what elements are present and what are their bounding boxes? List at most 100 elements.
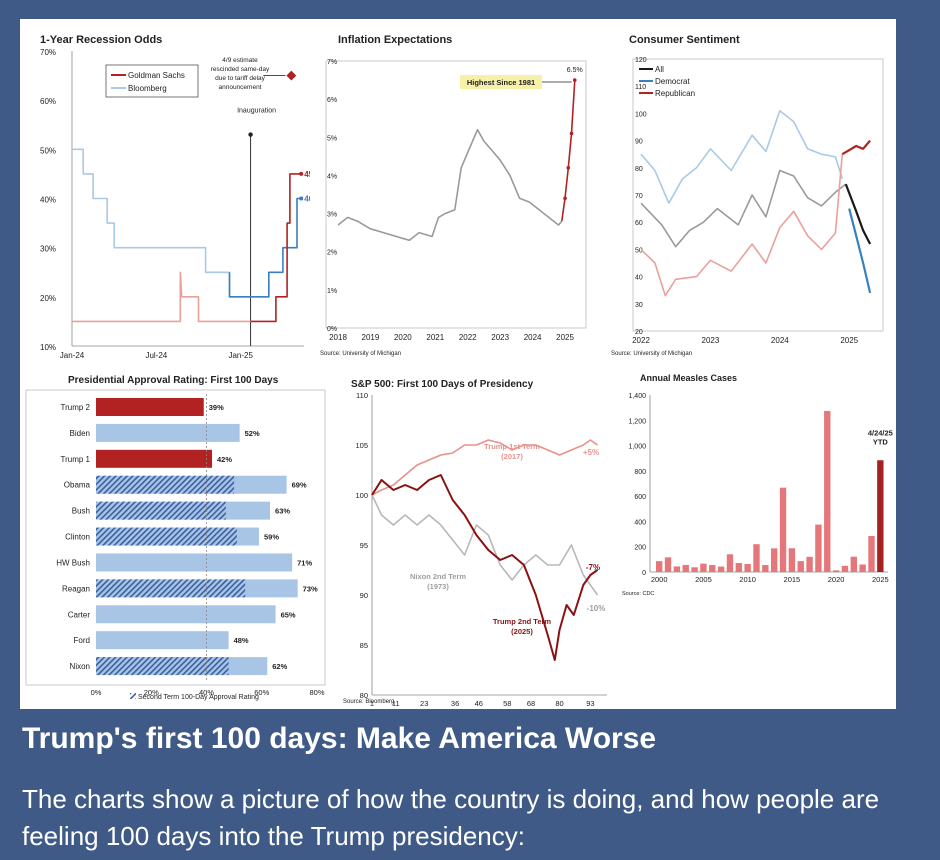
y-tick-label: 4% — [327, 173, 337, 180]
y-tick-label: 3% — [327, 212, 337, 219]
democrat-line-recent — [848, 208, 872, 294]
y-tick-label: 1,200 — [628, 418, 646, 425]
y-tick-label: 85 — [360, 641, 368, 650]
source-note: Source: University of Michigan — [320, 351, 401, 357]
chart-title: 1-Year Recession Odds — [40, 34, 162, 46]
x-tick-label: 1 — [370, 699, 374, 707]
panel-approval-rating: Presidential Approval Rating: First 100 … — [22, 365, 335, 707]
estimate-marker — [286, 70, 297, 81]
headline: Trump's first 100 days: Make America Wor… — [22, 722, 657, 755]
inflation-point — [563, 196, 567, 201]
bloomberg-end-dot — [299, 196, 304, 201]
x-tick-label: 93 — [586, 699, 594, 707]
chart-title: Annual Measles Cases — [640, 373, 737, 383]
inflation-end-label: 6.5% — [567, 67, 583, 74]
measles-bar — [709, 565, 716, 572]
approval-bar — [96, 423, 240, 442]
approval-rating-chart: Presidential Approval Rating: First 100 … — [25, 375, 326, 701]
bar-category-label: Reagan — [62, 584, 90, 593]
x-tick-label: 2015 — [784, 575, 801, 584]
x-tick-label: 2025 — [872, 575, 889, 584]
bar-category-label: Ford — [74, 636, 90, 645]
goldman-line-history — [72, 271, 251, 323]
measles-bar — [673, 566, 681, 572]
bar-value-label: 52% — [245, 429, 260, 438]
y-tick-label: 30% — [40, 245, 56, 254]
republican-line-history — [640, 154, 844, 297]
x-tick-label: 2024 — [524, 333, 542, 342]
panel-consumer-sentiment: Consumer Sentiment 120 110 100 90 80 70 60 50 40 3… — [603, 21, 894, 362]
measles-bar — [682, 564, 689, 572]
y-tick-label: 1% — [327, 288, 337, 295]
bar-value-label: 65% — [281, 610, 296, 619]
all-line-recent — [844, 183, 872, 245]
nixon-label: Nixon 2nd Term — [410, 572, 466, 581]
x-tick-label: Jul-24 — [145, 351, 167, 360]
estimate-annotation-line: rescinded same-day — [211, 66, 270, 73]
recession-odds-chart: 1-Year Recession Odds 70% 60% 50% 40% 30% 20% 1… — [40, 34, 310, 360]
legend-label: Second Term 100-Day Approval Rating — [138, 694, 259, 701]
bar-value-label: 48% — [234, 636, 249, 645]
legend-label: Bloomberg — [128, 84, 167, 93]
bar-category-label: Nixon — [70, 662, 90, 671]
y-tick-label: 1,000 — [628, 444, 646, 451]
source-note: Source: CDC — [622, 591, 654, 597]
measles-bar — [762, 565, 769, 572]
measles-bar — [771, 548, 778, 572]
source-note: Source: University of Michigan — [611, 351, 692, 357]
source-note: Source: Bloomberg — [343, 699, 394, 705]
second-term-bar — [96, 475, 235, 494]
measles-chart: Annual Measles Cases 1,400 1,200 1,000 800 60… — [622, 373, 893, 597]
approval-bar — [96, 449, 213, 468]
y-tick-label: 20 — [635, 329, 643, 336]
x-tick-label: 40% — [199, 688, 214, 697]
x-tick-label: Jan-25 — [228, 351, 253, 360]
bar-value-label: 62% — [272, 662, 287, 671]
measles-bar — [744, 564, 751, 572]
measles-bar — [656, 561, 663, 572]
highest-label-bg — [460, 75, 542, 89]
inauguration-label: Inauguration — [237, 107, 276, 114]
annotation-ytd: YTD — [873, 438, 889, 447]
panel-inflation-expectations: Inflation Expectations 7% 6% 5% 4% 3% 2% 1% 0% 20… — [312, 21, 601, 362]
measles-bar — [691, 567, 698, 572]
legend-swatch-second-term — [130, 693, 136, 699]
bar-category-label: Clinton — [65, 533, 90, 542]
highest-label: Highest Since 1981 — [467, 78, 535, 87]
measles-bar — [877, 460, 884, 572]
measles-bar — [841, 565, 849, 572]
measles-bar — [797, 561, 804, 572]
plot-frame — [25, 389, 326, 686]
y-tick-label: 70 — [635, 193, 643, 200]
bar-value-label: 73% — [303, 584, 318, 593]
inauguration-dot — [248, 132, 253, 137]
chart-grid: 1-Year Recession Odds 70% 60% 50% 40% 30% 20% 1… — [20, 19, 896, 709]
x-tick-label: 2020 — [828, 575, 845, 584]
bar-value-label: 39% — [209, 403, 224, 412]
y-tick-label: 400 — [634, 519, 646, 526]
bar-value-label: 59% — [264, 533, 279, 542]
y-tick-label: 800 — [634, 469, 646, 476]
y-tick-label: 95 — [360, 541, 368, 550]
bar-category-label: Biden — [70, 429, 90, 438]
bar-category-label: Trump 1 — [61, 455, 91, 464]
x-tick-label: 2024 — [771, 336, 789, 345]
panel-recession-odds: 1-Year Recession Odds 70% 60% 50% 40% 30% 20% 1… — [22, 21, 310, 362]
trump2-label: Trump 2nd Term — [493, 617, 552, 626]
republican-line-recent — [841, 139, 871, 156]
measles-bar — [832, 570, 840, 572]
x-tick-label: 2000 — [651, 575, 668, 584]
legend-label: All — [655, 65, 664, 74]
y-tick-label: 200 — [634, 545, 646, 552]
approval-bar — [96, 605, 276, 624]
all-line-history — [640, 169, 847, 248]
bloomberg-end-label: 40% — [304, 195, 310, 204]
bar-value-label: 63% — [275, 507, 290, 516]
y-tick-label: 20% — [40, 294, 56, 303]
second-term-bar — [96, 657, 229, 676]
y-tick-label: 0% — [327, 326, 337, 333]
x-tick-label: 46 — [475, 699, 483, 707]
chart-title: Presidential Approval Rating: First 100 … — [68, 375, 279, 386]
legend-box — [105, 64, 199, 98]
chart-title: Inflation Expectations — [338, 34, 452, 46]
